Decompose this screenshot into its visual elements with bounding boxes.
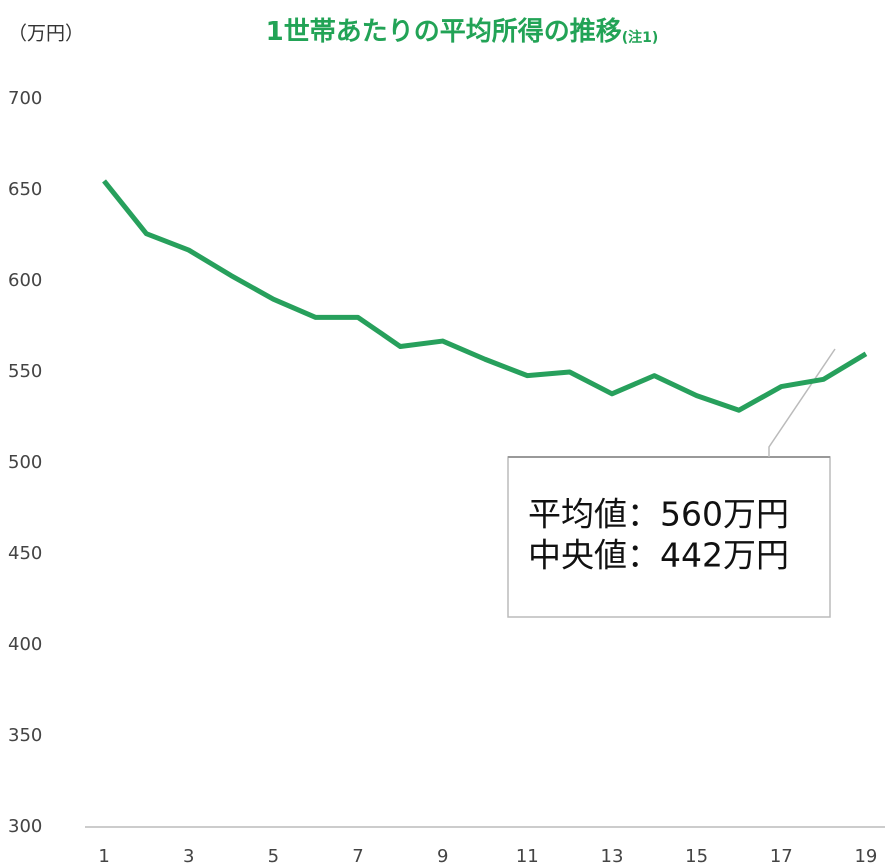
y-tick-label: 450 — [8, 543, 42, 564]
title-text: 1世帯あたりの平均所得の推移 — [266, 17, 622, 47]
y-axis-label: （万円） — [8, 23, 84, 45]
callout-box — [507, 456, 831, 618]
y-tick-label: 500 — [8, 452, 42, 473]
y-tick-label: 650 — [8, 179, 42, 200]
title-note: (注1) — [622, 29, 659, 46]
x-tick-label: 9 — [437, 846, 448, 867]
y-tick-label: 350 — [8, 725, 42, 746]
annotation: 平均値：560万円 — [528, 495, 789, 534]
x-tick-label: 3 — [183, 846, 194, 867]
x-tick-label: 17 — [770, 846, 793, 867]
x-tick-label: 13 — [601, 846, 624, 867]
data-line — [102, 179, 868, 413]
x-tick-label: 5 — [268, 846, 279, 867]
x-tick-label: 1 — [98, 846, 109, 867]
chart-title: 1世帯あたりの平均所得の推移(注1) — [266, 17, 659, 47]
y-tick-label: 550 — [8, 361, 42, 382]
y-tick-label: 400 — [8, 634, 42, 655]
annotation: 中央値：442万円 — [528, 536, 789, 575]
y-tick-label: 600 — [8, 270, 42, 291]
x-tick-label: 11 — [516, 846, 539, 867]
callout-leader — [768, 348, 836, 457]
callout: 平均値：560万円 中央値：442万円 — [507, 348, 836, 618]
x-tick-label: 15 — [685, 846, 708, 867]
y-tick-label: 300 — [8, 816, 42, 837]
x-tick-label: 7 — [352, 846, 363, 867]
x-tick-label: 19 — [854, 846, 877, 867]
y-tick-label: 700 — [8, 88, 42, 109]
